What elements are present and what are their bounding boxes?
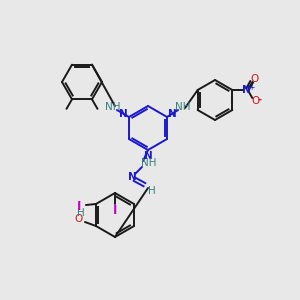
Text: N: N bbox=[242, 85, 251, 95]
Text: H: H bbox=[148, 186, 156, 196]
Text: H: H bbox=[77, 208, 85, 218]
Text: N: N bbox=[119, 109, 128, 119]
Text: O: O bbox=[75, 214, 83, 224]
Text: NH: NH bbox=[141, 158, 157, 168]
Text: +: + bbox=[248, 82, 254, 91]
Text: N: N bbox=[128, 172, 136, 182]
Text: O: O bbox=[251, 96, 260, 106]
Text: NH: NH bbox=[105, 102, 121, 112]
Text: N: N bbox=[144, 151, 152, 161]
Text: NH: NH bbox=[175, 102, 191, 112]
Text: N: N bbox=[168, 109, 177, 119]
Text: I: I bbox=[77, 200, 81, 212]
Text: -: - bbox=[257, 95, 261, 105]
Text: O: O bbox=[250, 74, 258, 84]
Text: I: I bbox=[113, 205, 117, 218]
